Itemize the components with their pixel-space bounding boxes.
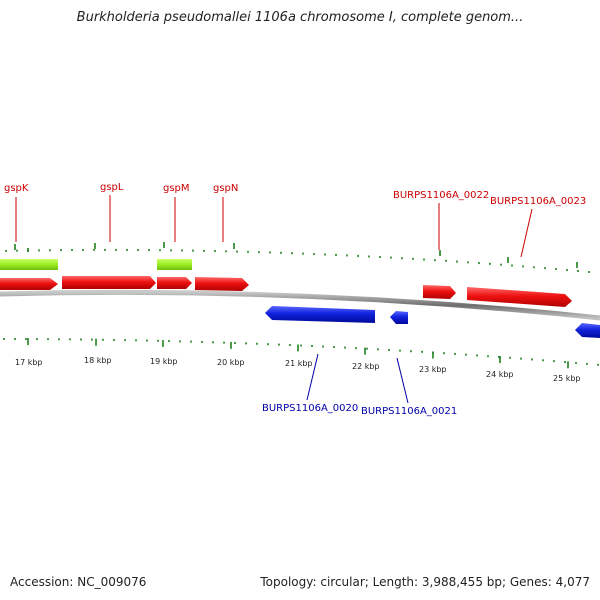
gene-label-BURPS1106A_0023[interactable]: BURPS1106A_0023: [490, 196, 586, 207]
highlight-block-gspK[interactable]: [0, 259, 58, 270]
gene-arrow-offscreen[interactable]: [575, 323, 600, 338]
gene-arrow-gspN[interactable]: [195, 277, 249, 291]
gene-arrow-BURPS1106A_0021[interactable]: [390, 311, 408, 324]
reverse-labels: BURPS1106A_0020 BURPS1106A_0021: [262, 403, 457, 417]
accession-text: Accession: NC_009076: [10, 575, 147, 589]
kbp-label: 19 kbp: [150, 357, 178, 366]
gene-label-BURPS1106A_0020[interactable]: BURPS1106A_0020: [262, 403, 358, 414]
kbp-label: 20 kbp: [217, 358, 245, 367]
chromosome-backbone: [0, 289, 600, 321]
gene-label-gspK[interactable]: gspK: [4, 183, 29, 194]
reverse-leader-lines: [306, 353, 409, 404]
kbp-label: 25 kbp: [553, 374, 581, 383]
gene-arrow-BURPS1106A_0020[interactable]: [265, 306, 375, 323]
genome-summary-text: Topology: circular; Length: 3,988,455 bp…: [260, 575, 590, 589]
gene-label-BURPS1106A_0021[interactable]: BURPS1106A_0021: [361, 406, 457, 417]
forward-labels: gspK gspL gspM gspN BURPS1106A_0022 BURP…: [4, 182, 586, 207]
gene-label-gspN[interactable]: gspN: [213, 183, 238, 194]
kbp-label: 18 kbp: [84, 356, 112, 365]
forward-leader-lines: [15, 195, 533, 258]
gene-label-BURPS1106A_0022[interactable]: BURPS1106A_0022: [393, 190, 489, 201]
gene-label-gspL[interactable]: gspL: [100, 182, 124, 193]
map-title: Burkholderia pseudomallei 1106a chromoso…: [76, 10, 524, 25]
gene-arrow-gspL[interactable]: [62, 276, 156, 289]
kbp-label: 23 kbp: [419, 365, 447, 374]
gene-arrow-BURPS1106A_0023[interactable]: [467, 287, 572, 307]
gene-label-gspM[interactable]: gspM: [163, 183, 190, 194]
highlight-block-gspM[interactable]: [157, 259, 192, 270]
kbp-label: 21 kbp: [285, 359, 313, 368]
gene-arrow-gspK[interactable]: [0, 278, 58, 290]
gene-arrow-gspM[interactable]: [157, 277, 192, 289]
kbp-label: 17 kbp: [15, 358, 43, 367]
gene-arrow-BURPS1106A_0022[interactable]: [423, 285, 456, 299]
outer-minor-ticks: [5, 248, 590, 273]
outer-tick-row: [14, 242, 578, 268]
kbp-label: 24 kbp: [486, 370, 514, 379]
inner-tick-row: [3, 338, 599, 369]
kbp-label: 22 kbp: [352, 362, 380, 371]
scale-labels: 17 kbp 18 kbp 19 kbp 20 kbp 21 kbp 22 kb…: [15, 356, 581, 383]
